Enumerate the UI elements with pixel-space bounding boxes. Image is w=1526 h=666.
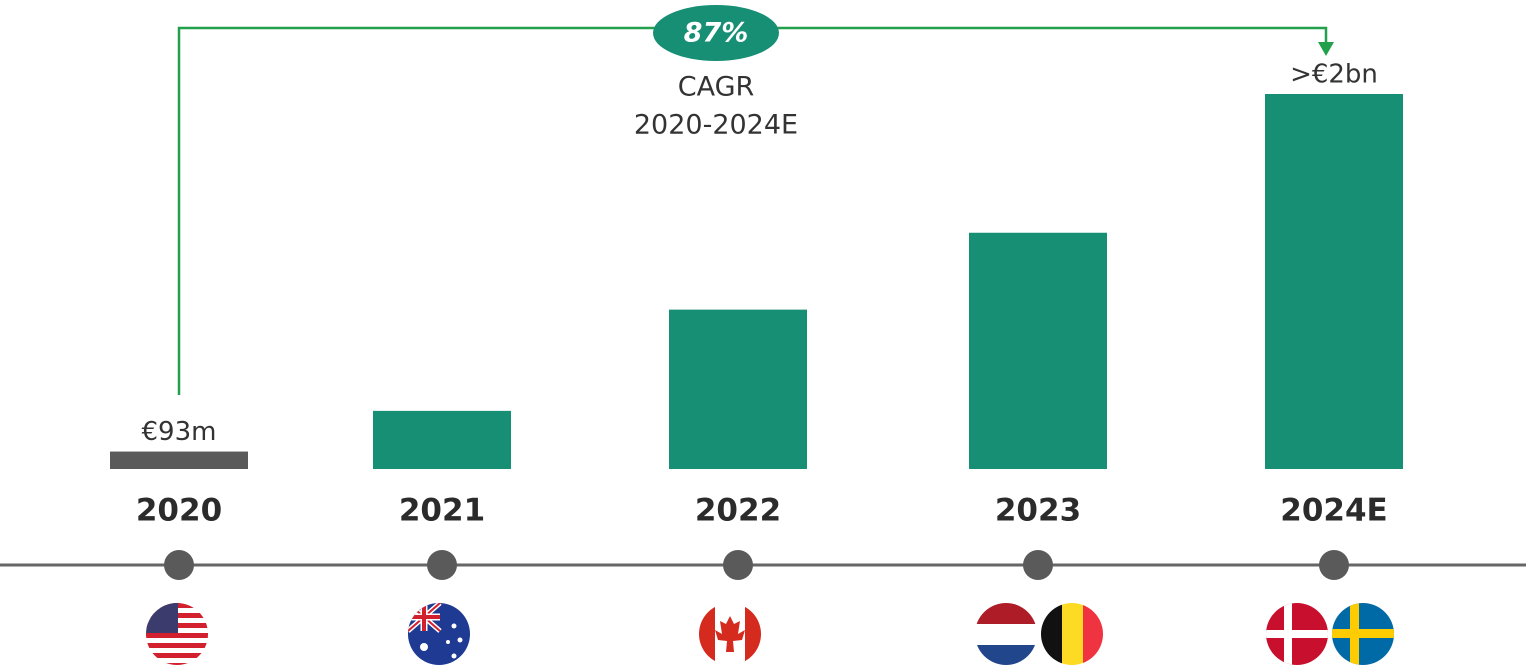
cagr-badge: [653, 5, 779, 61]
bar: [669, 309, 807, 469]
flag: [408, 603, 470, 665]
flag: [146, 603, 208, 665]
year-label: 2022: [695, 493, 781, 529]
year-label: 2023: [995, 493, 1081, 529]
flag: [699, 603, 761, 665]
timeline-dot: [427, 550, 457, 580]
bar: [110, 451, 248, 469]
flags: [146, 603, 1394, 665]
flag: [1041, 603, 1103, 665]
year-label: 2024E: [1280, 493, 1387, 529]
bar: [373, 410, 511, 469]
cagr-label: CAGR: [678, 72, 755, 103]
flag: [1332, 603, 1394, 665]
year-label: 2021: [399, 493, 485, 529]
bar: [969, 232, 1107, 469]
bar: [1265, 94, 1403, 469]
timeline-dot: [723, 550, 753, 580]
value-label: >€2bn: [1290, 60, 1378, 90]
flag: [975, 603, 1037, 665]
cagr-period: 2020-2024E: [634, 110, 798, 141]
cagr-arrowhead: [1318, 42, 1334, 56]
timeline-dot: [1319, 550, 1349, 580]
flag: [1266, 603, 1328, 665]
year-label: 2020: [136, 493, 222, 529]
value-label: €93m: [142, 417, 217, 447]
timeline-dot: [1023, 550, 1053, 580]
timeline-dot: [164, 550, 194, 580]
cagr-value: 87%: [684, 18, 749, 49]
